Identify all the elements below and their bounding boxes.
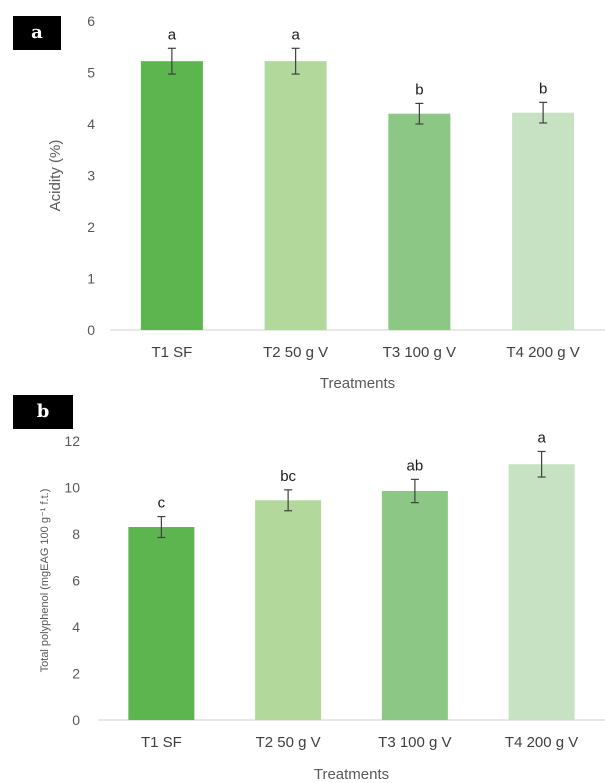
x-tick-label-1: T2 50 g V xyxy=(263,344,328,361)
x-tick-label-0: T1 SF xyxy=(151,344,192,361)
bar-3 xyxy=(508,464,575,720)
y-tick-label-0: 0 xyxy=(72,712,80,728)
y-tick-label-0: 0 xyxy=(87,322,95,338)
significance-label-0: a xyxy=(168,26,177,43)
y-axis-title: Acidity (%) xyxy=(47,140,64,212)
bar-1 xyxy=(255,500,322,720)
panel-label-b: b xyxy=(13,395,73,429)
x-tick-label-2: T3 100 g V xyxy=(383,344,456,361)
y-tick-label-1: 1 xyxy=(87,271,95,287)
chart-panel-a: a 0 1 2 3 4 5 6 a T1 SF a T2 50 g V b T3 100 g V b T4 … xyxy=(13,13,605,392)
bar-2 xyxy=(388,113,451,330)
chart-b-svg: 0 2 4 6 8 10 12 c T1 SF bc T2 50 g V ab T3 100 g V a T… xyxy=(39,429,605,783)
bar-1 xyxy=(264,61,327,331)
x-tick-label-0: T1 SF xyxy=(141,734,182,751)
significance-label-1: a xyxy=(291,26,300,43)
y-tick-label-3: 6 xyxy=(72,573,80,589)
x-tick-label-1: T2 50 g V xyxy=(256,734,321,751)
x-axis-title: Treatments xyxy=(314,766,389,783)
bar-0 xyxy=(140,61,203,331)
y-tick-label-1: 2 xyxy=(72,666,80,682)
y-tick-label-6: 6 xyxy=(87,13,95,29)
y-tick-label-2: 4 xyxy=(72,619,80,635)
bar-3 xyxy=(512,112,575,330)
y-tick-label-4: 4 xyxy=(87,116,95,132)
y-tick-label-2: 2 xyxy=(87,219,95,235)
significance-label-3: a xyxy=(537,429,546,446)
y-tick-label-5: 10 xyxy=(64,480,80,496)
x-axis-title: Treatments xyxy=(320,375,395,392)
bar-0 xyxy=(128,527,195,720)
y-tick-label-4: 8 xyxy=(72,526,80,542)
y-tick-label-3: 3 xyxy=(87,168,95,184)
x-tick-label-3: T4 200 g V xyxy=(505,734,578,751)
y-tick-label-6: 12 xyxy=(64,433,80,449)
x-tick-label-2: T3 100 g V xyxy=(378,734,451,751)
y-axis-title: Total polyphenol (mgEAG 100 g⁻¹ f.t.) xyxy=(39,489,51,673)
significance-label-3: b xyxy=(539,80,547,97)
x-tick-label-3: T4 200 g V xyxy=(506,344,579,361)
significance-label-1: bc xyxy=(280,468,296,485)
panel-label-a: a xyxy=(13,16,61,50)
significance-label-2: b xyxy=(415,81,423,98)
bar-2 xyxy=(381,490,448,720)
chart-a-svg: 0 1 2 3 4 5 6 a T1 SF a T2 50 g V b T3 100 g V b T4 20… xyxy=(47,13,605,392)
significance-label-2: ab xyxy=(407,457,424,474)
chart-panel-b: b 0 2 4 6 8 10 12 c T1 SF bc T2 50 g V ab T3 100 g V… xyxy=(0,392,605,783)
y-tick-label-5: 5 xyxy=(87,65,95,81)
significance-label-0: c xyxy=(158,495,166,512)
